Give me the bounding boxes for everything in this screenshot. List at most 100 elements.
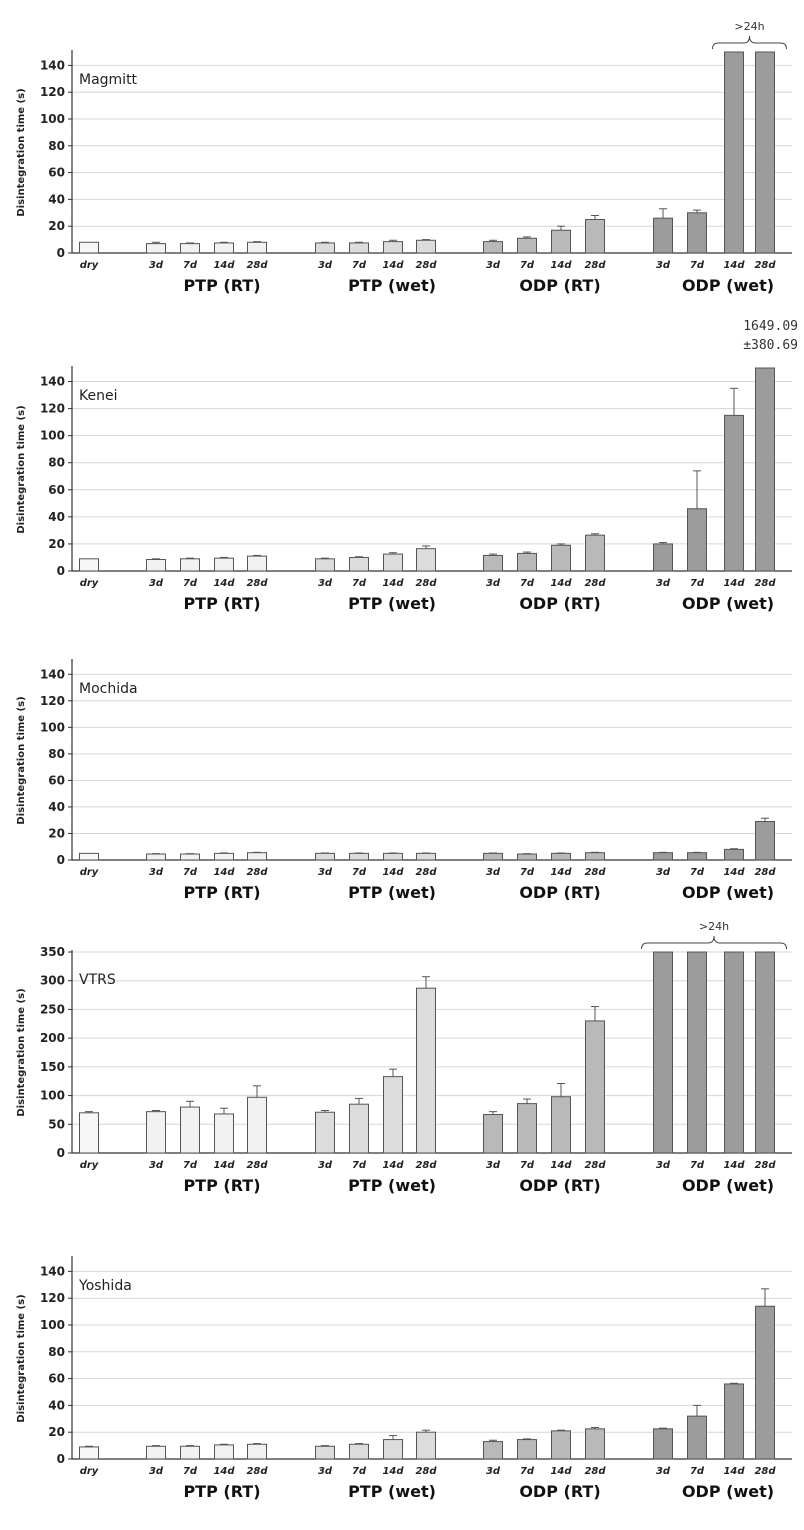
- bracket-annotation: [641, 935, 787, 950]
- x-tick-label: 14d: [382, 1160, 404, 1171]
- panel-label: Mochida: [79, 681, 138, 697]
- x-tick-label: 14d: [550, 1160, 572, 1171]
- group-label: ODP (wet): [682, 1176, 774, 1195]
- x-tick-label: 3d: [486, 867, 501, 878]
- annotation-text: >24h: [699, 920, 729, 933]
- x-tick-label: 14d: [213, 578, 235, 589]
- y-axis-label: Disintegration time (s): [16, 988, 27, 1116]
- y-axis-label: Disintegration time (s): [16, 1294, 27, 1422]
- x-tick-label: 14d: [723, 260, 745, 271]
- x-tick-label: 14d: [213, 867, 235, 878]
- x-tick-label: 7d: [352, 260, 367, 271]
- x-tick-label: 14d: [723, 867, 745, 878]
- bar-ptp-rt-14d: [214, 852, 234, 861]
- x-tick-label: 7d: [520, 867, 535, 878]
- x-tick-label: 28d: [246, 1466, 268, 1477]
- bar-ptp-rt-28d: [247, 1443, 267, 1460]
- x-tick-label: 3d: [149, 578, 164, 589]
- bar-ptp-rt-28d: [247, 852, 267, 861]
- y-axis-label: Disintegration time (s): [16, 88, 27, 216]
- x-tick-label: 28d: [415, 867, 437, 878]
- x-tick-label: 7d: [183, 1466, 198, 1477]
- y-tick-label: 250: [40, 1002, 65, 1016]
- x-tick-label: 7d: [352, 578, 367, 589]
- x-tick-label: 3d: [656, 1466, 671, 1477]
- x-tick-label: 3d: [656, 578, 671, 589]
- bar-ptp-wet-14d: [383, 553, 403, 572]
- x-tick-label: 28d: [415, 578, 437, 589]
- chart-panel-yoshida: 0 20 40 60 80 100 120 140 Disintegration time (s…: [0, 1206, 804, 1530]
- x-tick-label: 28d: [415, 1466, 437, 1477]
- bar-odp-wet-14d: [724, 414, 744, 572]
- bar-ptp-rt-7d: [180, 558, 200, 572]
- panel-label: Kenei: [79, 388, 117, 404]
- x-tick-label: 14d: [723, 1466, 745, 1477]
- x-tick-label: 7d: [183, 1160, 198, 1171]
- chart-svg-kenei: 0 20 40 60 80 100 120 140 Disintegration time (s…: [16, 319, 798, 613]
- bar-ptp-rt-3d: [146, 853, 166, 861]
- y-tick-label: 40: [48, 800, 65, 814]
- bar-odp-rt-14d: [551, 544, 571, 572]
- x-tick-label: 14d: [382, 578, 404, 589]
- bar-odp-rt-3d: [483, 1441, 503, 1460]
- y-tick-label: 100: [40, 1318, 65, 1332]
- bar-odp-wet-3d: [653, 951, 673, 1154]
- y-tick-label: 120: [40, 1291, 65, 1305]
- bar-ptp-wet-7d: [349, 556, 369, 572]
- bar-ptp-rt-3d: [146, 1445, 166, 1460]
- bar-ptp-wet-28d: [416, 548, 436, 572]
- x-tick-label: 7d: [690, 578, 705, 589]
- bar-ptp-wet-28d: [416, 239, 436, 254]
- x-tick-label: 7d: [690, 1160, 705, 1171]
- bar-dry: [79, 1112, 99, 1154]
- x-tick-label: 28d: [584, 578, 606, 589]
- bar-ptp-wet-3d: [315, 1111, 335, 1154]
- x-tick-label: dry: [80, 867, 99, 878]
- x-tick-label: 14d: [213, 1466, 235, 1477]
- y-tick-label: 40: [48, 192, 65, 206]
- x-tick-label: 28d: [754, 260, 776, 271]
- bar-odp-rt-7d: [517, 552, 537, 572]
- group-label: ODP (RT): [519, 276, 600, 295]
- bar-ptp-wet-14d: [383, 1439, 403, 1460]
- chart-svg-yoshida: 0 20 40 60 80 100 120 140 Disintegration time (s…: [16, 1256, 792, 1501]
- y-tick-label: 80: [48, 456, 65, 470]
- bar-odp-wet-28d: [755, 821, 775, 861]
- bar-ptp-rt-28d: [247, 555, 267, 572]
- group-label: ODP (wet): [682, 276, 774, 295]
- x-tick-label: 28d: [754, 867, 776, 878]
- bar-odp-wet-3d: [653, 852, 673, 861]
- group-label: ODP (wet): [682, 1482, 774, 1501]
- x-tick-label: 28d: [246, 1160, 268, 1171]
- group-label: PTP (wet): [348, 594, 436, 613]
- x-tick-label: 3d: [318, 867, 333, 878]
- bar-odp-wet-3d: [653, 543, 673, 572]
- x-tick-label: 7d: [520, 1466, 535, 1477]
- bar-ptp-rt-7d: [180, 853, 200, 861]
- x-tick-label: 14d: [213, 260, 235, 271]
- y-tick-label: 140: [40, 58, 65, 72]
- bar-odp-rt-28d: [585, 219, 605, 254]
- x-tick-label: 3d: [656, 1160, 671, 1171]
- x-tick-label: 14d: [550, 867, 572, 878]
- y-tick-label: 200: [40, 1031, 65, 1045]
- bar-odp-rt-7d: [517, 1103, 537, 1154]
- bar-ptp-rt-3d: [146, 558, 166, 572]
- bar-odp-rt-3d: [483, 241, 503, 254]
- y-tick-label: 80: [48, 1345, 65, 1359]
- x-tick-label: 28d: [246, 578, 268, 589]
- y-tick-label: 350: [40, 945, 65, 959]
- bar-ptp-rt-7d: [180, 1445, 200, 1460]
- bar-dry: [79, 852, 99, 861]
- x-tick-label: 3d: [318, 1160, 333, 1171]
- y-axis-label: Disintegration time (s): [16, 405, 27, 533]
- x-tick-label: 14d: [382, 867, 404, 878]
- bar-odp-rt-3d: [483, 1114, 503, 1154]
- y-tick-label: 20: [48, 219, 65, 233]
- y-tick-label: 120: [40, 694, 65, 708]
- bar-ptp-wet-28d: [416, 987, 436, 1154]
- x-tick-label: 28d: [584, 867, 606, 878]
- bar-odp-rt-7d: [517, 853, 537, 861]
- y-tick-label: 60: [48, 166, 65, 180]
